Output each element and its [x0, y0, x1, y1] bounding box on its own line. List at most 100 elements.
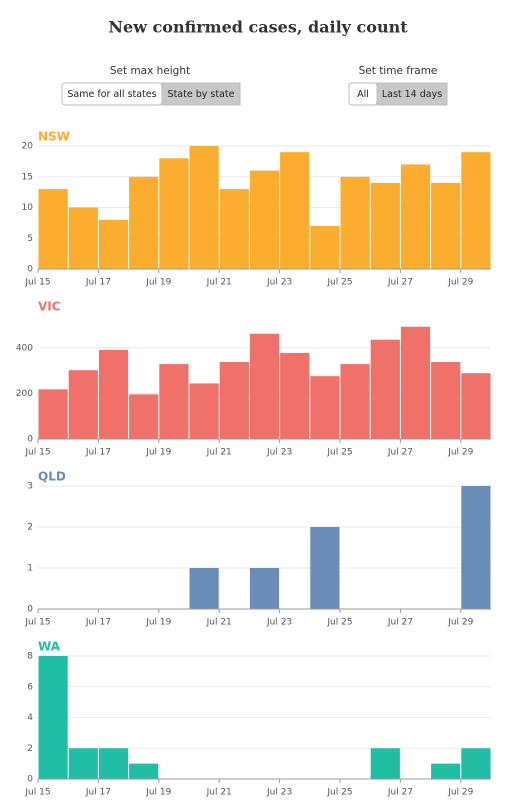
bar — [370, 182, 400, 269]
y-tick-label: 2 — [27, 523, 33, 533]
y-tick-label: 4 — [27, 713, 33, 723]
bar — [129, 763, 159, 779]
x-tick-label: Jul 27 — [387, 618, 413, 628]
bar — [38, 656, 68, 779]
y-tick-label: 0 — [27, 605, 33, 615]
bar — [68, 207, 98, 269]
x-tick-label: Jul 25 — [326, 448, 352, 458]
y-tick-label: 2 — [27, 744, 33, 754]
x-tick-label: Jul 29 — [447, 278, 473, 288]
x-tick-label: Jul 17 — [85, 788, 111, 798]
y-tick-label: 0 — [27, 435, 33, 445]
bar — [219, 362, 249, 439]
toggle-label[interactable]: Last 14 days — [382, 89, 442, 100]
toggle-button[interactable] — [161, 82, 241, 106]
bar — [98, 748, 129, 779]
bar — [431, 362, 461, 439]
bar — [129, 394, 159, 439]
bar — [461, 373, 491, 439]
y-tick-label: 6 — [27, 682, 33, 692]
x-tick-label: Jul 17 — [85, 278, 111, 288]
bar — [249, 333, 280, 439]
x-tick-label: Jul 15 — [24, 448, 50, 458]
x-tick-label: Jul 23 — [266, 448, 292, 458]
x-tick-label: Jul 21 — [206, 448, 232, 458]
bar — [219, 189, 249, 269]
state-title: NSW — [38, 130, 70, 144]
x-tick-label: Jul 27 — [387, 448, 413, 458]
bar — [461, 152, 491, 269]
toggle-label[interactable]: Same for all states — [67, 89, 156, 100]
bar — [310, 376, 340, 439]
x-tick-label: Jul 25 — [326, 788, 352, 798]
bar — [310, 527, 340, 609]
control-label: Set max height — [110, 65, 190, 77]
x-tick-label: Jul 17 — [85, 618, 111, 628]
bar — [98, 349, 129, 439]
y-tick-label: 20 — [22, 142, 34, 152]
bar — [370, 748, 400, 779]
x-tick-label: Jul 15 — [24, 618, 50, 628]
y-tick-label: 200 — [16, 389, 33, 399]
bar — [189, 383, 219, 439]
toggle-label[interactable]: State by state — [168, 89, 235, 100]
x-tick-label: Jul 21 — [206, 788, 232, 798]
bar — [370, 339, 400, 439]
x-tick-label: Jul 19 — [145, 618, 171, 628]
bar — [340, 364, 370, 439]
x-tick-label: Jul 27 — [387, 278, 413, 288]
bar — [249, 568, 280, 609]
x-tick-label: Jul 23 — [266, 788, 292, 798]
bar — [129, 176, 159, 269]
bar — [461, 486, 491, 609]
x-tick-label: Jul 21 — [206, 618, 232, 628]
x-tick-label: Jul 29 — [447, 618, 473, 628]
x-tick-label: Jul 25 — [326, 278, 352, 288]
x-tick-label: Jul 19 — [145, 448, 171, 458]
x-tick-label: Jul 29 — [447, 448, 473, 458]
bar — [38, 189, 68, 269]
y-tick-label: 0 — [27, 265, 33, 275]
y-tick-label: 15 — [22, 172, 33, 182]
bar — [280, 152, 310, 269]
x-tick-label: Jul 15 — [24, 278, 50, 288]
bar — [310, 225, 340, 269]
x-tick-label: Jul 21 — [206, 278, 232, 288]
bar — [431, 763, 461, 779]
bar — [431, 182, 461, 269]
bar — [98, 219, 129, 269]
x-tick-label: Jul 19 — [145, 788, 171, 798]
x-tick-label: Jul 27 — [387, 788, 413, 798]
x-tick-label: Jul 15 — [24, 788, 50, 798]
bar — [68, 370, 98, 439]
bar — [461, 748, 491, 779]
page-title: New confirmed cases, daily count — [108, 18, 408, 37]
x-tick-label: Jul 29 — [447, 788, 473, 798]
y-tick-label: 10 — [22, 203, 34, 213]
bar — [159, 364, 189, 439]
state-title: VIC — [38, 300, 61, 314]
bar — [400, 326, 431, 439]
x-tick-label: Jul 25 — [326, 618, 352, 628]
bar — [189, 146, 219, 269]
control-label: Set time frame — [359, 65, 438, 77]
x-tick-label: Jul 23 — [266, 278, 292, 288]
toggle-label[interactable]: All — [357, 89, 369, 100]
state-title: QLD — [38, 470, 66, 484]
bar — [159, 158, 189, 269]
bar — [340, 176, 370, 269]
bar — [280, 352, 310, 439]
bar — [189, 568, 219, 609]
bar — [400, 164, 431, 269]
toggle-button[interactable] — [376, 82, 448, 106]
bar — [249, 170, 280, 269]
y-tick-label: 1 — [27, 564, 33, 574]
x-tick-label: Jul 23 — [266, 618, 292, 628]
y-tick-label: 400 — [16, 343, 33, 353]
y-tick-label: 8 — [27, 652, 33, 662]
y-tick-label: 5 — [27, 234, 33, 244]
x-tick-label: Jul 19 — [145, 278, 171, 288]
y-tick-label: 0 — [27, 775, 33, 785]
y-tick-label: 3 — [27, 482, 33, 492]
